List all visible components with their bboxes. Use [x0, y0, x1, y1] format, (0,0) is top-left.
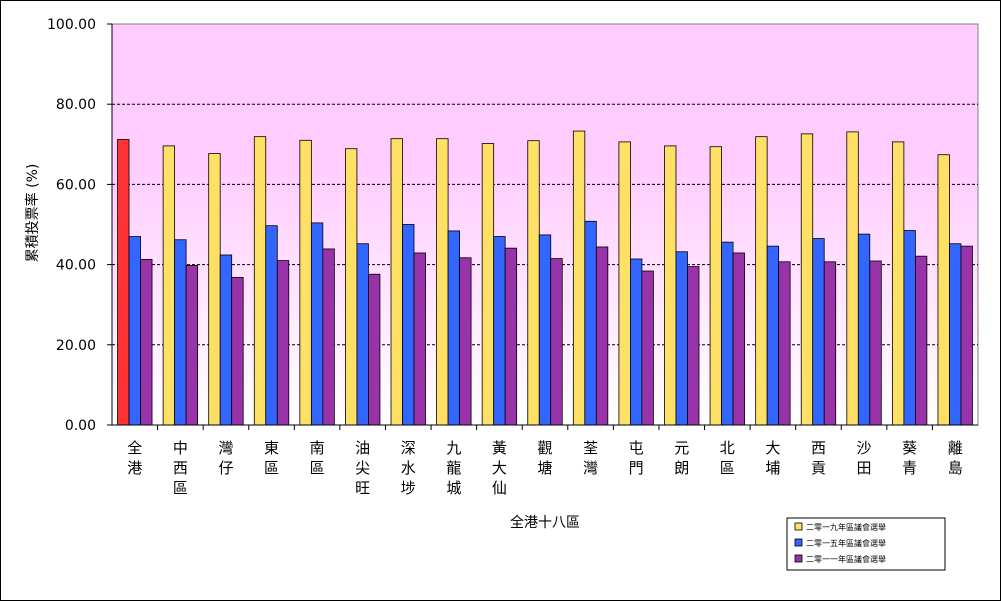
x-tick-label: 大埔	[765, 439, 780, 477]
bar-大埔-series-2	[778, 261, 791, 426]
bar-沙田-series-1	[857, 233, 871, 426]
legend-label: 二零一九年區議會選舉	[806, 522, 886, 532]
bar-灣仔-series-2	[231, 277, 244, 426]
x-tick-label: 葵青	[902, 439, 917, 477]
bar-黃大仙-series-1	[493, 236, 506, 426]
bar-離島-series-0	[937, 154, 950, 426]
x-tick-label: 西貢	[811, 439, 826, 477]
y-tick-label: 100.00	[47, 17, 96, 33]
bar-全港-series-1	[128, 236, 141, 426]
bar-大埔-series-1	[766, 245, 780, 426]
bar-屯門-series-0	[618, 141, 631, 426]
bar-荃灣-series-1	[584, 220, 597, 426]
x-tick-label: 中西區	[173, 439, 188, 497]
bar-中西區-series-0	[162, 145, 176, 426]
bar-葵青-series-2	[914, 255, 928, 426]
x-tick-label: 元朗	[674, 439, 689, 477]
y-tick-label: 20.00	[56, 338, 96, 354]
x-tick-label: 深水埗	[401, 439, 416, 497]
bar-深水埗-series-2	[413, 252, 426, 426]
bar-南區-series-1	[310, 222, 324, 426]
x-axis-title: 全港十八區	[510, 514, 580, 531]
legend-label: 二零一五年區議會選舉	[806, 538, 886, 548]
x-tick-label: 離島	[948, 439, 963, 477]
bar-油尖旺-series-1	[356, 243, 369, 426]
bar-元朗-series-2	[687, 266, 700, 426]
bar-中西區-series-1	[174, 239, 187, 426]
legend-label: 二零一一年區議會選舉	[806, 554, 886, 564]
x-tick-label: 東區	[264, 439, 279, 477]
y-tick-label: 0.00	[65, 418, 96, 434]
bar-大埔-series-0	[755, 136, 768, 426]
legend-swatch	[794, 522, 803, 531]
y-tick-label: 80.00	[56, 97, 96, 113]
bar-南區-series-0	[299, 139, 312, 426]
y-tick-label: 40.00	[56, 258, 96, 274]
bar-西貢-series-2	[823, 261, 837, 426]
bar-九龍城-series-1	[447, 230, 460, 426]
bar-九龍城-series-2	[459, 257, 472, 426]
bar-北區-series-2	[732, 252, 745, 426]
bar-東區-series-2	[276, 260, 290, 426]
x-tick-label: 南區	[310, 439, 325, 477]
bar-黃大仙-series-0	[481, 143, 495, 426]
bar-觀塘-series-0	[527, 140, 540, 426]
bar-深水埗-series-1	[402, 224, 415, 426]
bar-油尖旺-series-2	[368, 273, 381, 426]
x-tick-label: 九龍城	[446, 439, 461, 497]
bar-元朗-series-0	[664, 145, 677, 426]
bar-北區-series-1	[721, 241, 734, 426]
bar-灣仔-series-0	[208, 153, 221, 426]
x-tick-label: 荃灣	[583, 439, 598, 477]
bar-中西區-series-2	[185, 265, 199, 426]
bar-屯門-series-1	[630, 258, 643, 426]
y-tick-labels: 0.00 20.00 40.00 60.00 80.00 100.00	[47, 17, 978, 434]
legend-swatch	[794, 554, 803, 563]
bar-西貢-series-1	[812, 238, 825, 426]
bar-東區-series-0	[253, 136, 267, 426]
bar-深水埗-series-0	[390, 138, 403, 426]
bar-葵青-series-0	[891, 141, 905, 426]
bar-南區-series-2	[322, 248, 335, 426]
x-tick-label: 全港	[127, 439, 142, 477]
x-tick-label: 油尖旺	[355, 439, 370, 497]
bar-北區-series-0	[709, 146, 722, 426]
bar-沙田-series-2	[869, 260, 882, 426]
bar-灣仔-series-1	[219, 254, 233, 426]
bar-荃灣-series-0	[572, 130, 586, 426]
x-tick-label: 沙田	[857, 439, 872, 477]
legend-box	[786, 517, 946, 571]
bar-東區-series-1	[265, 225, 278, 426]
bar-元朗-series-1	[675, 251, 688, 426]
bar-觀塘-series-1	[538, 234, 552, 426]
y-tick-label: 60.00	[56, 177, 96, 193]
bar-全港-series-0	[117, 139, 130, 426]
x-tick-label: 北區	[720, 439, 735, 477]
bar-全港-series-2	[140, 258, 153, 426]
bar-油尖旺-series-0	[345, 148, 358, 426]
bar-黃大仙-series-2	[504, 247, 518, 426]
bar-屯門-series-2	[641, 270, 654, 426]
bar-離島-series-2	[960, 245, 973, 426]
bar-觀塘-series-2	[550, 258, 563, 426]
x-tick-label: 觀塘	[537, 439, 552, 477]
bar-西貢-series-0	[800, 133, 814, 426]
legend-swatch	[794, 538, 803, 547]
x-tick-label: 黃大仙	[492, 439, 507, 497]
y-axis-title: 累積投票率 (%)	[24, 164, 41, 263]
bar-沙田-series-0	[846, 131, 859, 426]
x-tick-label: 灣仔	[218, 439, 233, 477]
bar-九龍城-series-0	[436, 138, 449, 426]
bar-葵青-series-1	[903, 230, 916, 426]
bar-荃灣-series-2	[595, 246, 609, 426]
bar-離島-series-1	[949, 243, 962, 426]
x-tick-label: 屯門	[629, 439, 644, 477]
